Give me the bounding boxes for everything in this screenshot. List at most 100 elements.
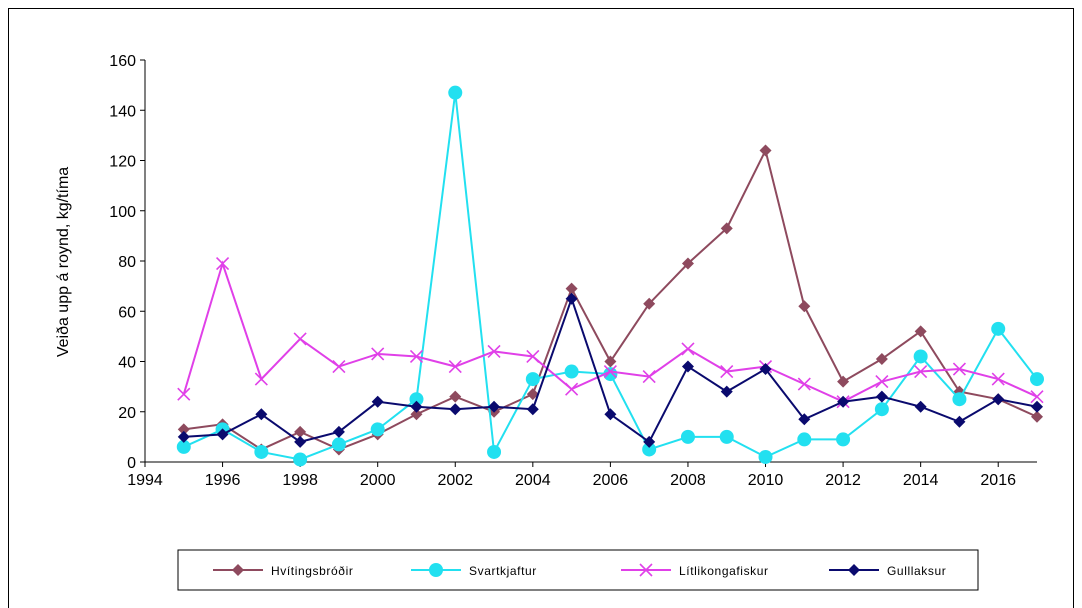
x-tick-label: 2006 [593,472,629,489]
data-point [293,332,307,346]
y-tick-label: 160 [109,53,136,70]
data-point [409,392,424,407]
x-tick-label: 2010 [748,472,784,489]
x-tick-label: 1998 [282,472,318,489]
y-tick-label: 80 [118,254,136,271]
data-point [875,352,888,365]
data-point [643,435,656,448]
y-tick-label: 0 [127,455,136,472]
data-point [681,257,694,270]
y-tick-label: 40 [118,355,136,372]
legend-item: Svartkjaftur [411,563,537,578]
data-point [720,385,733,398]
legend-marker [429,563,443,577]
legend-label: Lítlikongafiskur [679,564,769,578]
data-point [371,395,384,408]
data-point [410,408,423,421]
data-point [836,432,851,447]
data-point [525,372,540,387]
data-point [254,444,269,459]
data-point [293,452,308,467]
data-point [1031,410,1043,423]
data-point [410,400,423,413]
x-tick-label: 2016 [980,472,1016,489]
legend-label: Svartkjaftur [469,564,537,578]
data-point [952,392,967,407]
data-point [332,425,345,438]
data-point [913,349,928,364]
legend-label: Hvítingsbróðir [271,564,353,578]
data-point [875,390,888,403]
x-tick-label: 2002 [437,472,473,489]
data-point [1031,400,1043,413]
data-point [643,297,656,310]
data-point [991,372,1005,386]
x-tick-label: 2014 [903,472,939,489]
data-point [565,382,579,396]
x-tick-label: 1994 [127,472,163,489]
data-point [720,222,733,235]
data-point [254,372,268,386]
data-point [992,393,1005,406]
data-point [837,395,850,408]
data-point [526,349,540,364]
data-point [371,347,385,361]
data-point [875,375,889,389]
data-point [952,362,967,376]
data-point [215,256,230,271]
data-point [604,408,617,421]
data-point [255,408,268,421]
x-tick-label: 1996 [205,472,241,489]
data-point [953,415,966,428]
data-point [642,370,656,384]
data-point [565,292,578,305]
data-point [331,437,346,452]
y-tick-label: 100 [109,204,136,221]
data-point [797,377,811,391]
data-point [448,85,463,100]
legend-item: Gulllaksur [829,564,946,578]
legend-label: Gulllaksur [887,564,946,578]
series-4 [177,292,1043,448]
data-point [294,435,307,448]
x-tick-label: 2000 [360,472,396,489]
data-point [719,429,734,444]
data-point [177,387,191,401]
data-point [488,400,501,413]
data-point [565,282,578,295]
data-point [759,144,772,157]
chart-frame [8,8,1074,608]
data-point [798,300,811,313]
legend-marker [232,564,244,576]
data-point [914,364,928,379]
data-point [914,325,927,338]
legend: Hvítingsbróðir Svartkjaftur Lítlikongafisk… [177,549,979,591]
data-point [914,400,927,413]
data-point [837,375,850,388]
data-point [642,442,657,457]
data-point [332,359,346,374]
data-point [603,364,617,379]
data-point [680,429,695,444]
y-tick-label: 120 [109,154,136,171]
data-point [681,360,694,373]
legend-marker [848,564,860,576]
data-point [797,432,812,447]
data-point [526,403,539,416]
data-point [449,403,462,416]
data-point [1030,390,1044,404]
data-point [1030,372,1044,387]
data-point [487,344,501,359]
data-point [177,423,190,436]
y-tick-label: 60 [118,304,136,321]
x-tick-label: 2012 [825,472,861,489]
data-point [176,439,191,454]
data-point [526,388,539,401]
x-tick-label: 2004 [515,472,551,489]
data-point [798,413,811,426]
data-point [487,444,502,459]
data-point [759,363,772,376]
data-point [720,364,734,379]
series-2 [176,85,1044,467]
